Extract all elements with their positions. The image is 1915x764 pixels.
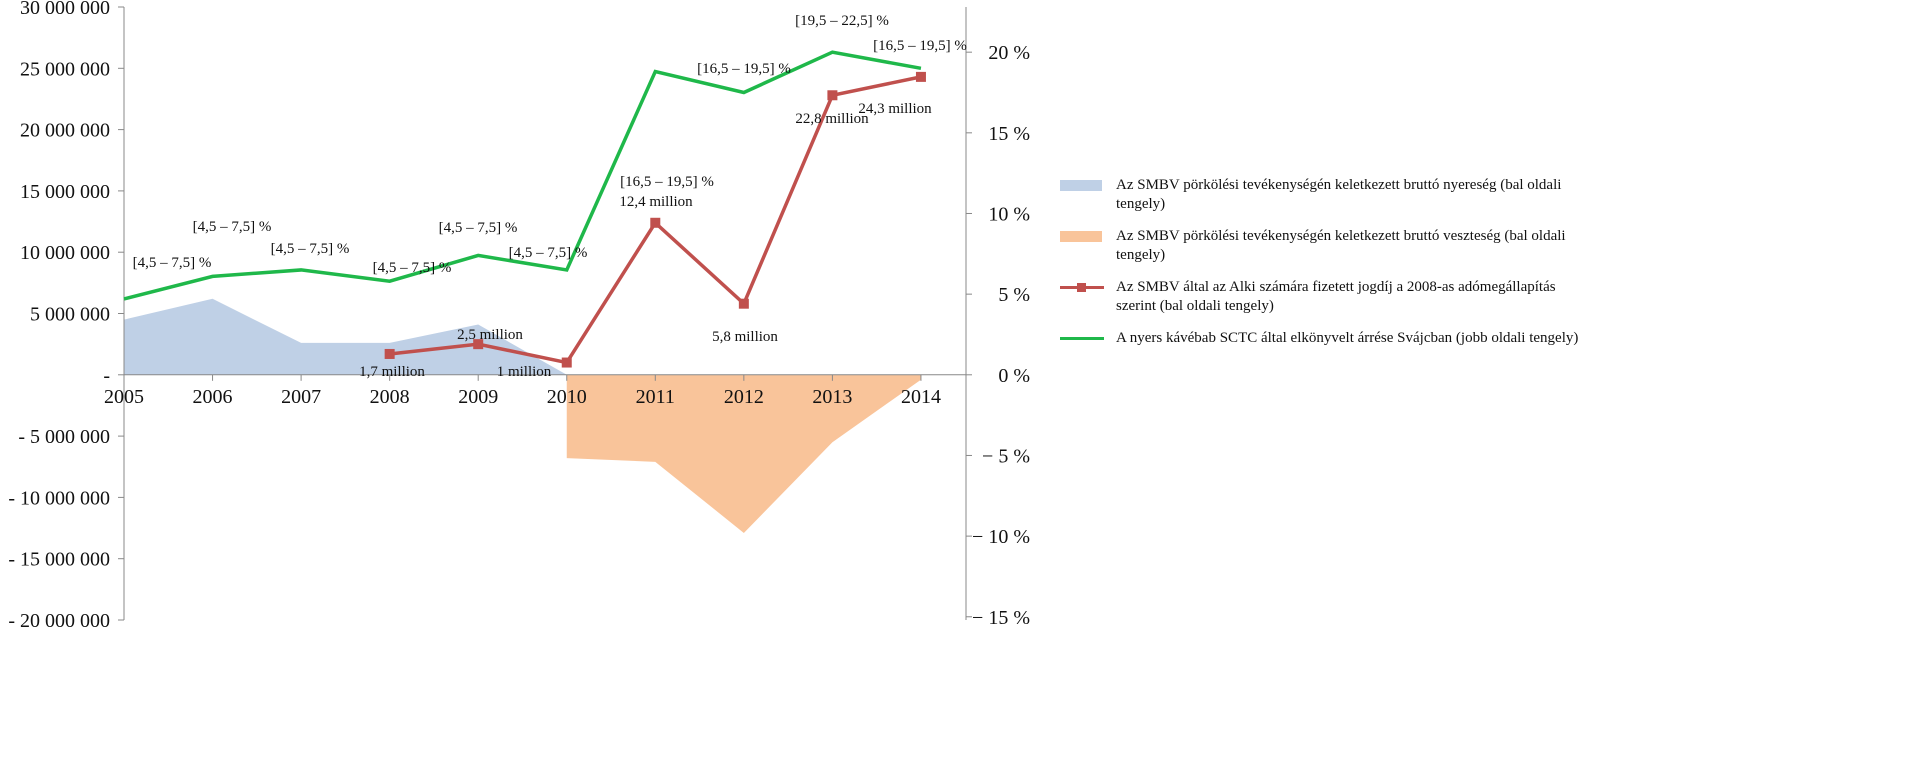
margin-data-label: [16,5 – 19,5] % xyxy=(873,38,967,54)
margin-line xyxy=(123,50,922,301)
right-tick-label: − 5 % xyxy=(982,445,1030,467)
legend-swatch-profit xyxy=(1060,180,1102,191)
legend-label: A nyers kávébab SCTC által elkönyvelt ár… xyxy=(1116,330,1579,346)
royalty-marker xyxy=(827,90,838,101)
left-tick-label: - 15 000 000 xyxy=(8,549,110,571)
legend-swatch-loss xyxy=(1060,231,1102,242)
legend: Az SMBV pörkölési tevékenységén keletkez… xyxy=(1060,176,1580,361)
legend-item-profit: Az SMBV pörkölési tevékenységén keletkez… xyxy=(1060,176,1580,214)
right-tick-label: 20 % xyxy=(988,42,1030,64)
left-tick-label: 25 000 000 xyxy=(20,58,110,80)
legend-label: Az SMBV pörkölési tevékenységén keletkez… xyxy=(1116,228,1566,263)
x-tick-label: 2013 xyxy=(812,386,852,408)
legend-item-margin: A nyers kávébab SCTC által elkönyvelt ár… xyxy=(1060,329,1580,348)
margin-data-label: [4,5 – 7,5] % xyxy=(133,255,212,271)
royalty-marker xyxy=(738,298,749,309)
royalty-marker xyxy=(650,217,661,228)
margin-data-label: [4,5 – 7,5] % xyxy=(271,241,350,257)
left-tick-label: 20 000 000 xyxy=(20,120,110,142)
x-tick-label: 2009 xyxy=(458,386,498,408)
x-tick-label: 2005 xyxy=(104,386,144,408)
right-tick-label: 5 % xyxy=(998,284,1030,306)
x-tick-label: 2012 xyxy=(724,386,764,408)
royalty-data-label: 12,4 million xyxy=(619,194,693,210)
right-tick-label: 15 % xyxy=(988,123,1030,145)
margin-data-label: [16,5 – 19,5] % xyxy=(620,174,714,190)
legend-swatch-margin xyxy=(1060,337,1104,340)
royalty-data-label: 2,5 million xyxy=(457,327,523,343)
x-tick-label: 2007 xyxy=(281,386,321,408)
margin-data-label: [4,5 – 7,5] % xyxy=(439,220,518,236)
x-tick-label: 2010 xyxy=(547,386,587,408)
left-tick-label: - 20 000 000 xyxy=(8,610,110,632)
royalty-marker xyxy=(473,339,484,350)
royalty-data-label: 1,7 million xyxy=(359,364,425,380)
legend-label: Az SMBV pörkölési tevékenységén keletkez… xyxy=(1116,177,1562,212)
x-tick-label: 2006 xyxy=(193,386,233,408)
left-tick-label: 5 000 000 xyxy=(30,304,110,326)
x-tick-label: 2008 xyxy=(370,386,410,408)
left-tick-label: 30 000 000 xyxy=(20,0,110,19)
left-tick-label: 10 000 000 xyxy=(20,242,110,264)
right-tick-label: − 10 % xyxy=(972,526,1030,548)
left-tick-label: 15 000 000 xyxy=(20,181,110,203)
royalty-data-label: 1 million xyxy=(497,364,552,380)
legend-item-loss: Az SMBV pörkölési tevékenységén keletkez… xyxy=(1060,227,1580,265)
right-tick-label: 0 % xyxy=(998,365,1030,387)
right-tick-label: 10 % xyxy=(988,203,1030,225)
left-tick-label: - xyxy=(103,365,110,387)
profit-area xyxy=(124,298,921,375)
royalty-marker xyxy=(915,71,926,82)
margin-data-label: [19,5 – 22,5] % xyxy=(795,13,889,29)
royalty-data-label: 22,8 million xyxy=(795,111,869,127)
left-tick-label: - 5 000 000 xyxy=(18,426,110,448)
royalty-data-label: 24,3 million xyxy=(858,101,932,117)
legend-marker-royalty xyxy=(1077,283,1086,292)
legend-label: Az SMBV által az Alki számára fizetett j… xyxy=(1116,279,1556,314)
x-tick-label: 2014 xyxy=(901,386,941,408)
x-tick-label: 2011 xyxy=(636,386,675,408)
margin-data-label: [4,5 – 7,5] % xyxy=(373,260,452,276)
margin-data-label: [16,5 – 19,5] % xyxy=(697,61,791,77)
loss-area xyxy=(566,374,921,533)
right-tick-label: − 15 % xyxy=(972,607,1030,629)
margin-data-label: [4,5 – 7,5] % xyxy=(509,245,588,261)
royalty-marker xyxy=(384,348,395,359)
margin-data-label: [4,5 – 7,5] % xyxy=(193,219,272,235)
left-tick-label: - 10 000 000 xyxy=(8,487,110,509)
royalty-marker xyxy=(561,357,572,368)
royalty-data-label: 5,8 million xyxy=(712,329,778,345)
legend-item-royalty: Az SMBV által az Alki számára fizetett j… xyxy=(1060,278,1580,316)
